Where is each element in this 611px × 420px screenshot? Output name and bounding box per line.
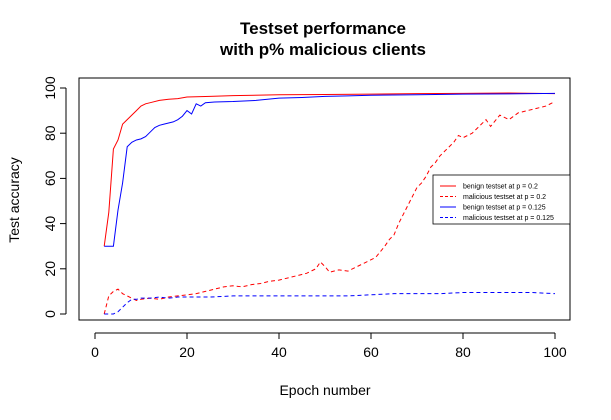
y-axis: 0 20 40 60 80 100 <box>42 76 67 318</box>
x-axis-label: Epoch number <box>279 382 370 398</box>
x-tick-label-40: 40 <box>271 344 287 360</box>
y-axis-label: Test accuracy <box>6 157 22 243</box>
legend-label-3: benign testset at p = 0.125 <box>463 205 546 212</box>
x-tick-label-0: 0 <box>91 344 99 360</box>
x-tick-label-20: 20 <box>179 344 195 360</box>
x-tick-label-60: 60 <box>363 344 379 360</box>
x-tick-label-100: 100 <box>543 344 567 360</box>
legend-label-1: benign testset at p = 0.2 <box>463 184 538 191</box>
series-layer <box>103 92 556 315</box>
y-tick-label-40: 40 <box>42 216 58 232</box>
y-tick-label-100: 100 <box>42 76 58 100</box>
legend: benign testset at p = 0.2 malicious tests… <box>432 174 571 225</box>
y-tick-label-20: 20 <box>42 261 58 277</box>
y-tick-label-0: 0 <box>42 310 58 318</box>
legend-box <box>432 174 571 225</box>
series-line-1 <box>103 92 556 247</box>
y-tick-label-60: 60 <box>42 170 58 186</box>
chart-title-line-2: with p% malicious clients <box>219 40 426 59</box>
series-line-2 <box>103 101 556 315</box>
legend-label-2: malicious testset at p = 0.2 <box>463 194 546 201</box>
legend-label-4: malicious testset at p = 0.125 <box>463 215 554 222</box>
x-tick-label-80: 80 <box>455 344 471 360</box>
x-axis: 0 20 40 60 80 100 <box>91 332 567 360</box>
series-line-4 <box>104 292 556 315</box>
chart-title-line-1: Testset performance <box>240 19 406 38</box>
series-line-3 <box>104 92 556 247</box>
legend-items: benign testset at p = 0.2 malicious tests… <box>440 184 554 222</box>
y-tick-label-80: 80 <box>42 125 58 141</box>
